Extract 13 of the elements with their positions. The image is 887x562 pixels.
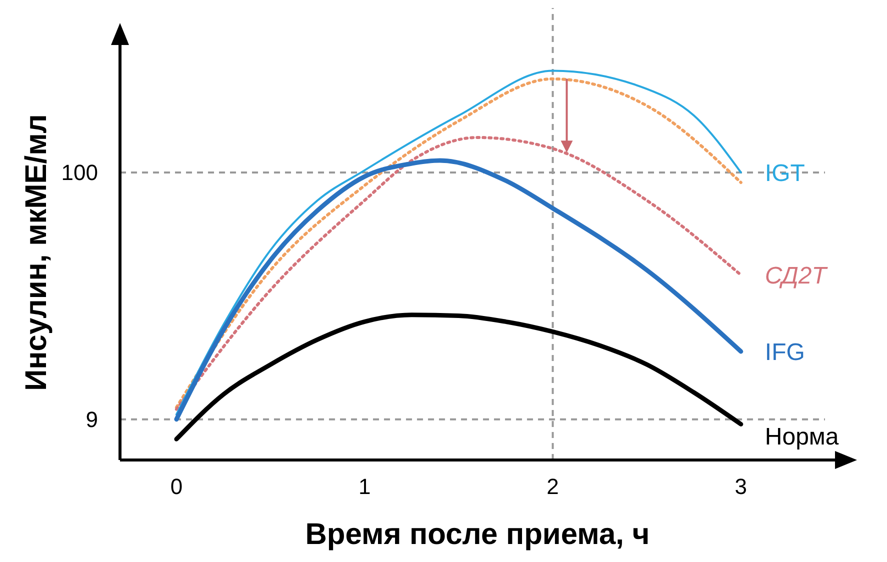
y-tick-label: 100	[61, 160, 98, 186]
series-label: Норма	[764, 424, 840, 451]
x-tick-label: 2	[546, 474, 559, 499]
x-tick-label: 3	[734, 474, 748, 499]
line-series	[174, 312, 744, 442]
x-tick-label: 1	[358, 474, 371, 499]
series-label: IFG	[764, 338, 805, 366]
y-axis-title: Инсулин, мкМЕ/мл	[20, 114, 53, 391]
series-label: IGT	[764, 160, 806, 187]
x-tick-label: 0	[170, 474, 183, 499]
x-axis-title: Время после приема, ч	[305, 518, 650, 551]
y-tick-label: 9	[86, 407, 98, 432]
series-label: СД2Т	[764, 262, 829, 290]
